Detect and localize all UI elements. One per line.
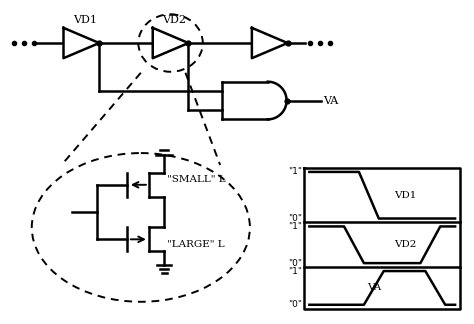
Text: "1": "1" xyxy=(289,168,302,176)
Text: "0": "0" xyxy=(289,214,302,223)
Text: VD2: VD2 xyxy=(163,15,187,25)
Text: "SMALL" L: "SMALL" L xyxy=(167,175,226,184)
Text: "0": "0" xyxy=(289,259,302,268)
Text: VD1: VD1 xyxy=(73,15,97,25)
Polygon shape xyxy=(153,28,189,58)
Text: VA: VA xyxy=(367,284,382,293)
Text: VD1: VD1 xyxy=(394,191,417,200)
Polygon shape xyxy=(252,28,288,58)
Text: "0": "0" xyxy=(289,300,302,309)
Polygon shape xyxy=(64,28,99,58)
Text: VD2: VD2 xyxy=(394,240,417,249)
Text: VA: VA xyxy=(323,96,338,106)
Text: "LARGE" L: "LARGE" L xyxy=(167,240,225,249)
Text: "1": "1" xyxy=(289,222,302,231)
Text: "1": "1" xyxy=(289,267,302,275)
